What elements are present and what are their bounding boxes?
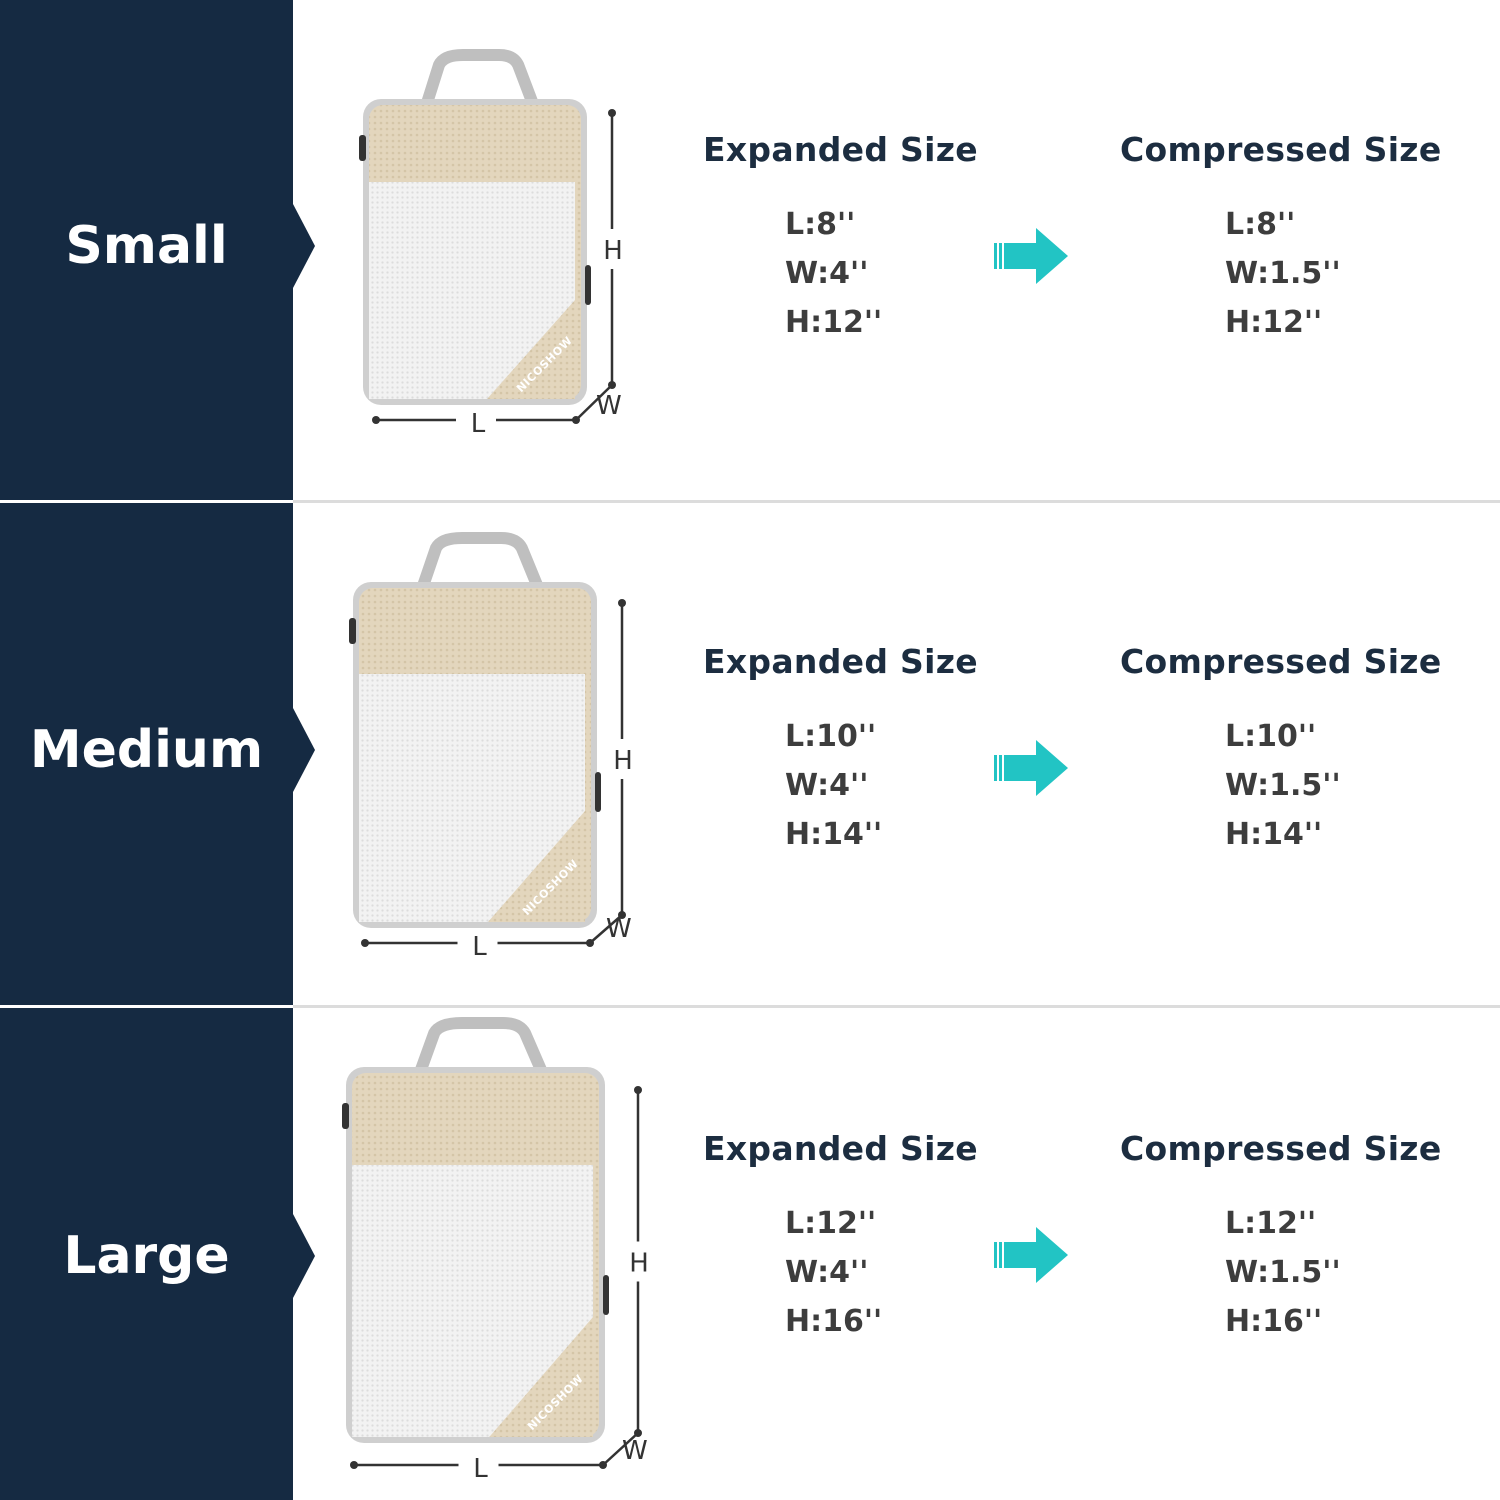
- size-panel: [0, 0, 293, 500]
- compressed-size-heading: Compressed Size: [1120, 130, 1442, 169]
- expanded-size-heading: Expanded Size: [703, 642, 978, 681]
- expanded-length: L:10'': [785, 719, 877, 754]
- height-label: H: [613, 746, 633, 776]
- compressed-height: H:14'': [1225, 817, 1323, 852]
- packing-cube-image: NICOSHOW H L W: [342, 1017, 649, 1484]
- arrow-right-icon: [994, 740, 1068, 796]
- compressed-length: L:10'': [1225, 719, 1317, 754]
- packing-cube-image: NICOSHOW H L W: [359, 49, 623, 439]
- compressed-height: H:16'': [1225, 1304, 1323, 1339]
- size-row-1: Medium NICOSHOW: [0, 503, 1500, 1005]
- height-label: H: [629, 1249, 649, 1279]
- compressed-dimensions: L:10'' W:1.5'' H:14'': [1225, 712, 1341, 859]
- compressed-length: L:8'': [1225, 207, 1296, 242]
- panel-pointer: [293, 708, 315, 792]
- row-divider: [0, 500, 1500, 503]
- expanded-width: W:4'': [785, 256, 869, 291]
- size-label: Small: [65, 216, 228, 276]
- compressed-width: W:1.5'': [1225, 256, 1341, 291]
- expanded-height: H:14'': [785, 817, 883, 852]
- size-row-0: Small NICOSHOW: [0, 0, 1500, 500]
- expanded-height: H:12'': [785, 305, 883, 340]
- expanded-height: H:16'': [785, 1304, 883, 1339]
- packing-cube-image: NICOSHOW H L W: [349, 532, 633, 962]
- length-label: L: [471, 409, 486, 439]
- arrow-right-icon: [994, 1227, 1068, 1283]
- expanded-length: L:8'': [785, 207, 856, 242]
- expanded-length: L:12'': [785, 1206, 877, 1241]
- expanded-width: W:4'': [785, 1255, 869, 1290]
- expanded-dimensions: L:8'' W:4'' H:12'': [785, 200, 882, 347]
- width-label: W: [606, 914, 632, 944]
- size-label: Large: [63, 1226, 230, 1286]
- size-label: Medium: [29, 720, 264, 780]
- height-label: H: [603, 236, 623, 266]
- length-label: L: [473, 1454, 488, 1484]
- compressed-width: W:1.5'': [1225, 1255, 1341, 1290]
- panel-pointer: [293, 204, 315, 288]
- compressed-size-heading: Compressed Size: [1120, 642, 1442, 681]
- length-label: L: [472, 932, 487, 962]
- compressed-height: H:12'': [1225, 305, 1323, 340]
- compressed-dimensions: L:8'' W:1.5'' H:12'': [1225, 200, 1341, 347]
- compressed-dimensions: L:12'' W:1.5'' H:16'': [1225, 1199, 1341, 1346]
- size-panel: [0, 503, 293, 1005]
- size-panel: [0, 1008, 293, 1500]
- width-label: W: [622, 1436, 648, 1466]
- expanded-dimensions: L:10'' W:4'' H:14'': [785, 712, 882, 859]
- compressed-size-heading: Compressed Size: [1120, 1129, 1442, 1168]
- expanded-dimensions: L:12'' W:4'' H:16'': [785, 1199, 882, 1346]
- arrow-right-icon: [994, 228, 1068, 284]
- width-label: W: [596, 391, 622, 421]
- expanded-width: W:4'': [785, 768, 869, 803]
- expanded-size-heading: Expanded Size: [703, 1129, 978, 1168]
- size-row-2: Large NICOSHOW: [0, 1008, 1500, 1500]
- compressed-length: L:12'': [1225, 1206, 1317, 1241]
- expanded-size-heading: Expanded Size: [703, 130, 978, 169]
- panel-pointer: [293, 1214, 315, 1298]
- compressed-width: W:1.5'': [1225, 768, 1341, 803]
- row-divider: [0, 1005, 1500, 1008]
